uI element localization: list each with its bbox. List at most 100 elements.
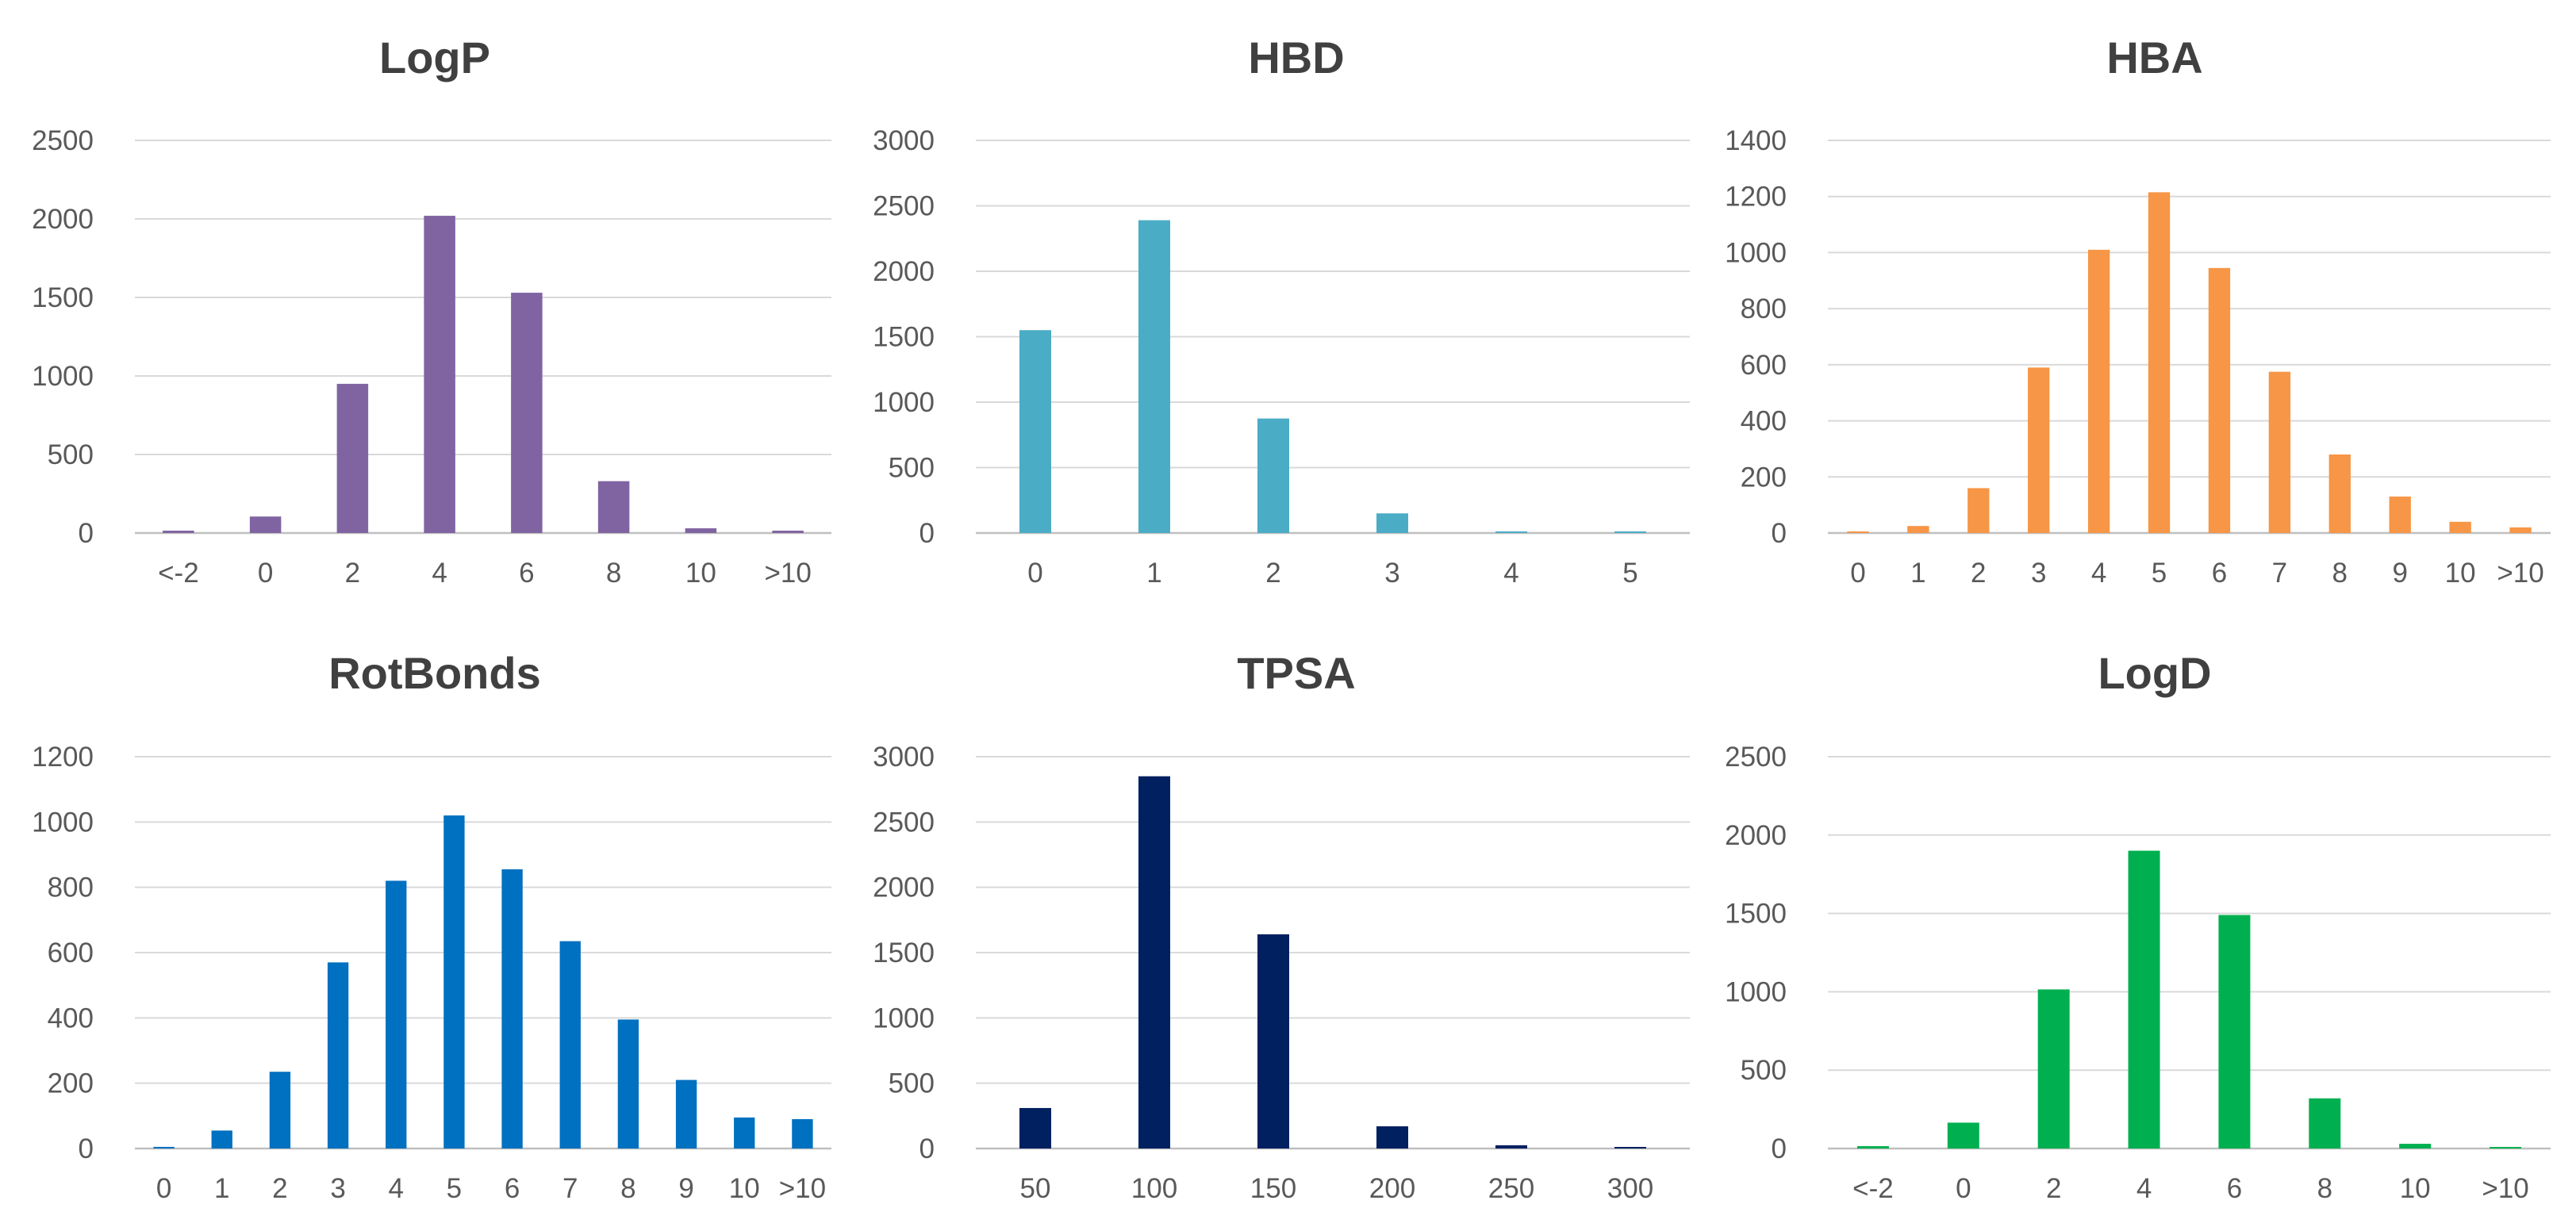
y-tick-label: 1000 bbox=[32, 361, 94, 392]
bar-logd-2 bbox=[2037, 989, 2070, 1149]
x-tick-label: >10 bbox=[779, 1173, 826, 1204]
bar-hbd-5 bbox=[1614, 531, 1646, 533]
x-tick-label: 1 bbox=[1146, 558, 1161, 589]
y-tick-label: 500 bbox=[48, 439, 94, 470]
bar-rotbonds-9 bbox=[675, 1080, 697, 1149]
x-tick-label: 9 bbox=[678, 1173, 693, 1204]
x-tick-label: >10 bbox=[764, 558, 811, 589]
y-tick-label: 3000 bbox=[873, 742, 935, 773]
x-tick-label: 2 bbox=[1971, 558, 1986, 589]
bar-hba-4 bbox=[2087, 249, 2110, 533]
chart-panel-tpsa: TPSA 0 500 1000 1500 2000 2500 3000 50 100 150 200 2… bbox=[873, 648, 1690, 1204]
bar-logp-7 bbox=[772, 531, 804, 533]
x-tick-label: 3 bbox=[2031, 558, 2046, 589]
y-tick-label: 1000 bbox=[873, 387, 935, 418]
x-tick-label: 2 bbox=[1265, 558, 1280, 589]
bar-rotbonds-8 bbox=[617, 1019, 639, 1149]
x-tick-label: 4 bbox=[432, 558, 447, 589]
x-tick-label: 0 bbox=[258, 558, 273, 589]
bar-hba-2 bbox=[1968, 488, 1990, 533]
y-tick-label: 2000 bbox=[873, 256, 935, 287]
y-tick-label: 2000 bbox=[873, 872, 935, 903]
bar-rotbonds-7 bbox=[559, 941, 581, 1149]
bar-hbd-4 bbox=[1495, 531, 1527, 533]
bar-logd-6 bbox=[2399, 1144, 2432, 1149]
x-tick-label: 8 bbox=[2332, 558, 2348, 589]
y-tick-label: 0 bbox=[79, 518, 94, 549]
x-tick-label: 5 bbox=[447, 1173, 462, 1204]
y-tick-label: 2000 bbox=[32, 204, 94, 235]
y-tick-label: 0 bbox=[919, 1133, 935, 1164]
bar-logd-4 bbox=[2218, 915, 2251, 1149]
x-tick-label: 2 bbox=[345, 558, 360, 589]
x-tick-label: 1 bbox=[1910, 558, 1925, 589]
bar-tpsa-5 bbox=[1614, 1147, 1646, 1149]
bar-logd-5 bbox=[2309, 1098, 2341, 1149]
x-tick-label: 250 bbox=[1488, 1173, 1534, 1204]
x-tick-label: >10 bbox=[2482, 1173, 2528, 1204]
x-tick-label: 10 bbox=[685, 558, 716, 589]
bar-rotbonds-2 bbox=[269, 1072, 291, 1149]
bar-hba-11 bbox=[2509, 527, 2532, 533]
bar-hba-9 bbox=[2389, 497, 2411, 533]
bar-rotbonds-3 bbox=[327, 962, 349, 1149]
y-tick-label: 1000 bbox=[1725, 976, 1787, 1007]
y-tick-label: 0 bbox=[1772, 1133, 1787, 1164]
chart-panel-hba: HBA 0 200 400 600 800 1000 1200 1400 0 1 2 3 4 5 6 7 8 9 10… bbox=[1725, 33, 2551, 589]
x-tick-label: 50 bbox=[1020, 1173, 1051, 1204]
y-tick-label: 800 bbox=[1741, 293, 1787, 324]
x-tick-label: 10 bbox=[729, 1173, 760, 1204]
bar-rotbonds-0 bbox=[153, 1146, 175, 1149]
x-tick-label: 0 bbox=[1850, 558, 1865, 589]
x-tick-label: 150 bbox=[1250, 1173, 1296, 1204]
y-tick-label: 2500 bbox=[873, 191, 935, 222]
bar-logd-3 bbox=[2128, 850, 2160, 1149]
y-tick-label: 2000 bbox=[1725, 820, 1787, 851]
bar-tpsa-3 bbox=[1376, 1126, 1408, 1149]
bar-logp-6 bbox=[685, 528, 717, 533]
bar-logp-0 bbox=[163, 531, 194, 533]
y-tick-label: 1500 bbox=[1725, 899, 1787, 930]
x-tick-label: 3 bbox=[330, 1173, 345, 1204]
x-tick-label: 200 bbox=[1369, 1173, 1415, 1204]
bar-logd-7 bbox=[2490, 1147, 2522, 1149]
chart-panel-logd: LogD 0 500 1000 1500 2000 2500 <-2 0 2 4 6 8 10 >10 bbox=[1725, 648, 2551, 1204]
x-tick-label: 6 bbox=[505, 1173, 520, 1204]
x-tick-label: 100 bbox=[1131, 1173, 1177, 1204]
bar-logp-1 bbox=[249, 516, 282, 533]
y-tick-label: 1200 bbox=[32, 742, 94, 773]
x-tick-label: 2 bbox=[2046, 1173, 2061, 1204]
y-tick-label: 1400 bbox=[1725, 125, 1787, 156]
y-tick-label: 600 bbox=[48, 938, 94, 968]
x-tick-label: 300 bbox=[1607, 1173, 1653, 1204]
bar-rotbonds-4 bbox=[386, 880, 407, 1149]
x-tick-label: 8 bbox=[620, 1173, 635, 1204]
bar-logd-0 bbox=[1856, 1146, 1889, 1149]
x-tick-label: 10 bbox=[2400, 1173, 2431, 1204]
y-tick-label: 0 bbox=[1772, 518, 1787, 549]
chart-panel-logp: LogP 0 500 1000 1500 2000 2500 <-2 0 2 4 6 8 10 >10 bbox=[32, 33, 831, 589]
x-tick-label: 4 bbox=[389, 1173, 404, 1204]
x-tick-label: 4 bbox=[2091, 558, 2106, 589]
y-tick-label: 2500 bbox=[873, 807, 935, 838]
chart-panel-hbd: HBD 0 500 1000 1500 2000 2500 3000 0 1 2 3 4 5 bbox=[873, 33, 1690, 589]
x-tick-label: 0 bbox=[156, 1173, 171, 1204]
bar-hba-6 bbox=[2208, 267, 2231, 533]
bar-hba-1 bbox=[1907, 526, 1929, 533]
bar-rotbonds-1 bbox=[211, 1130, 232, 1149]
bar-tpsa-4 bbox=[1495, 1145, 1527, 1149]
bar-logp-4 bbox=[511, 293, 543, 533]
bar-logd-1 bbox=[1947, 1122, 1979, 1149]
bar-logp-5 bbox=[597, 481, 630, 533]
chart-panel-rotbonds: RotBonds 0 200 400 600 800 1000 1200 0 1 2 3 4 5 6 7 8 9 1… bbox=[32, 648, 831, 1204]
bar-logp-2 bbox=[336, 383, 369, 533]
chart-title: TPSA bbox=[1237, 648, 1355, 698]
chart-title: HBA bbox=[2106, 33, 2202, 82]
y-tick-label: 1500 bbox=[873, 322, 935, 353]
y-tick-label: 800 bbox=[48, 872, 94, 903]
bar-tpsa-2 bbox=[1257, 934, 1289, 1149]
bar-rotbonds-5 bbox=[443, 815, 465, 1149]
x-tick-label: 5 bbox=[2152, 558, 2167, 589]
y-tick-label: 2500 bbox=[32, 125, 94, 156]
y-tick-label: 500 bbox=[1741, 1055, 1787, 1086]
